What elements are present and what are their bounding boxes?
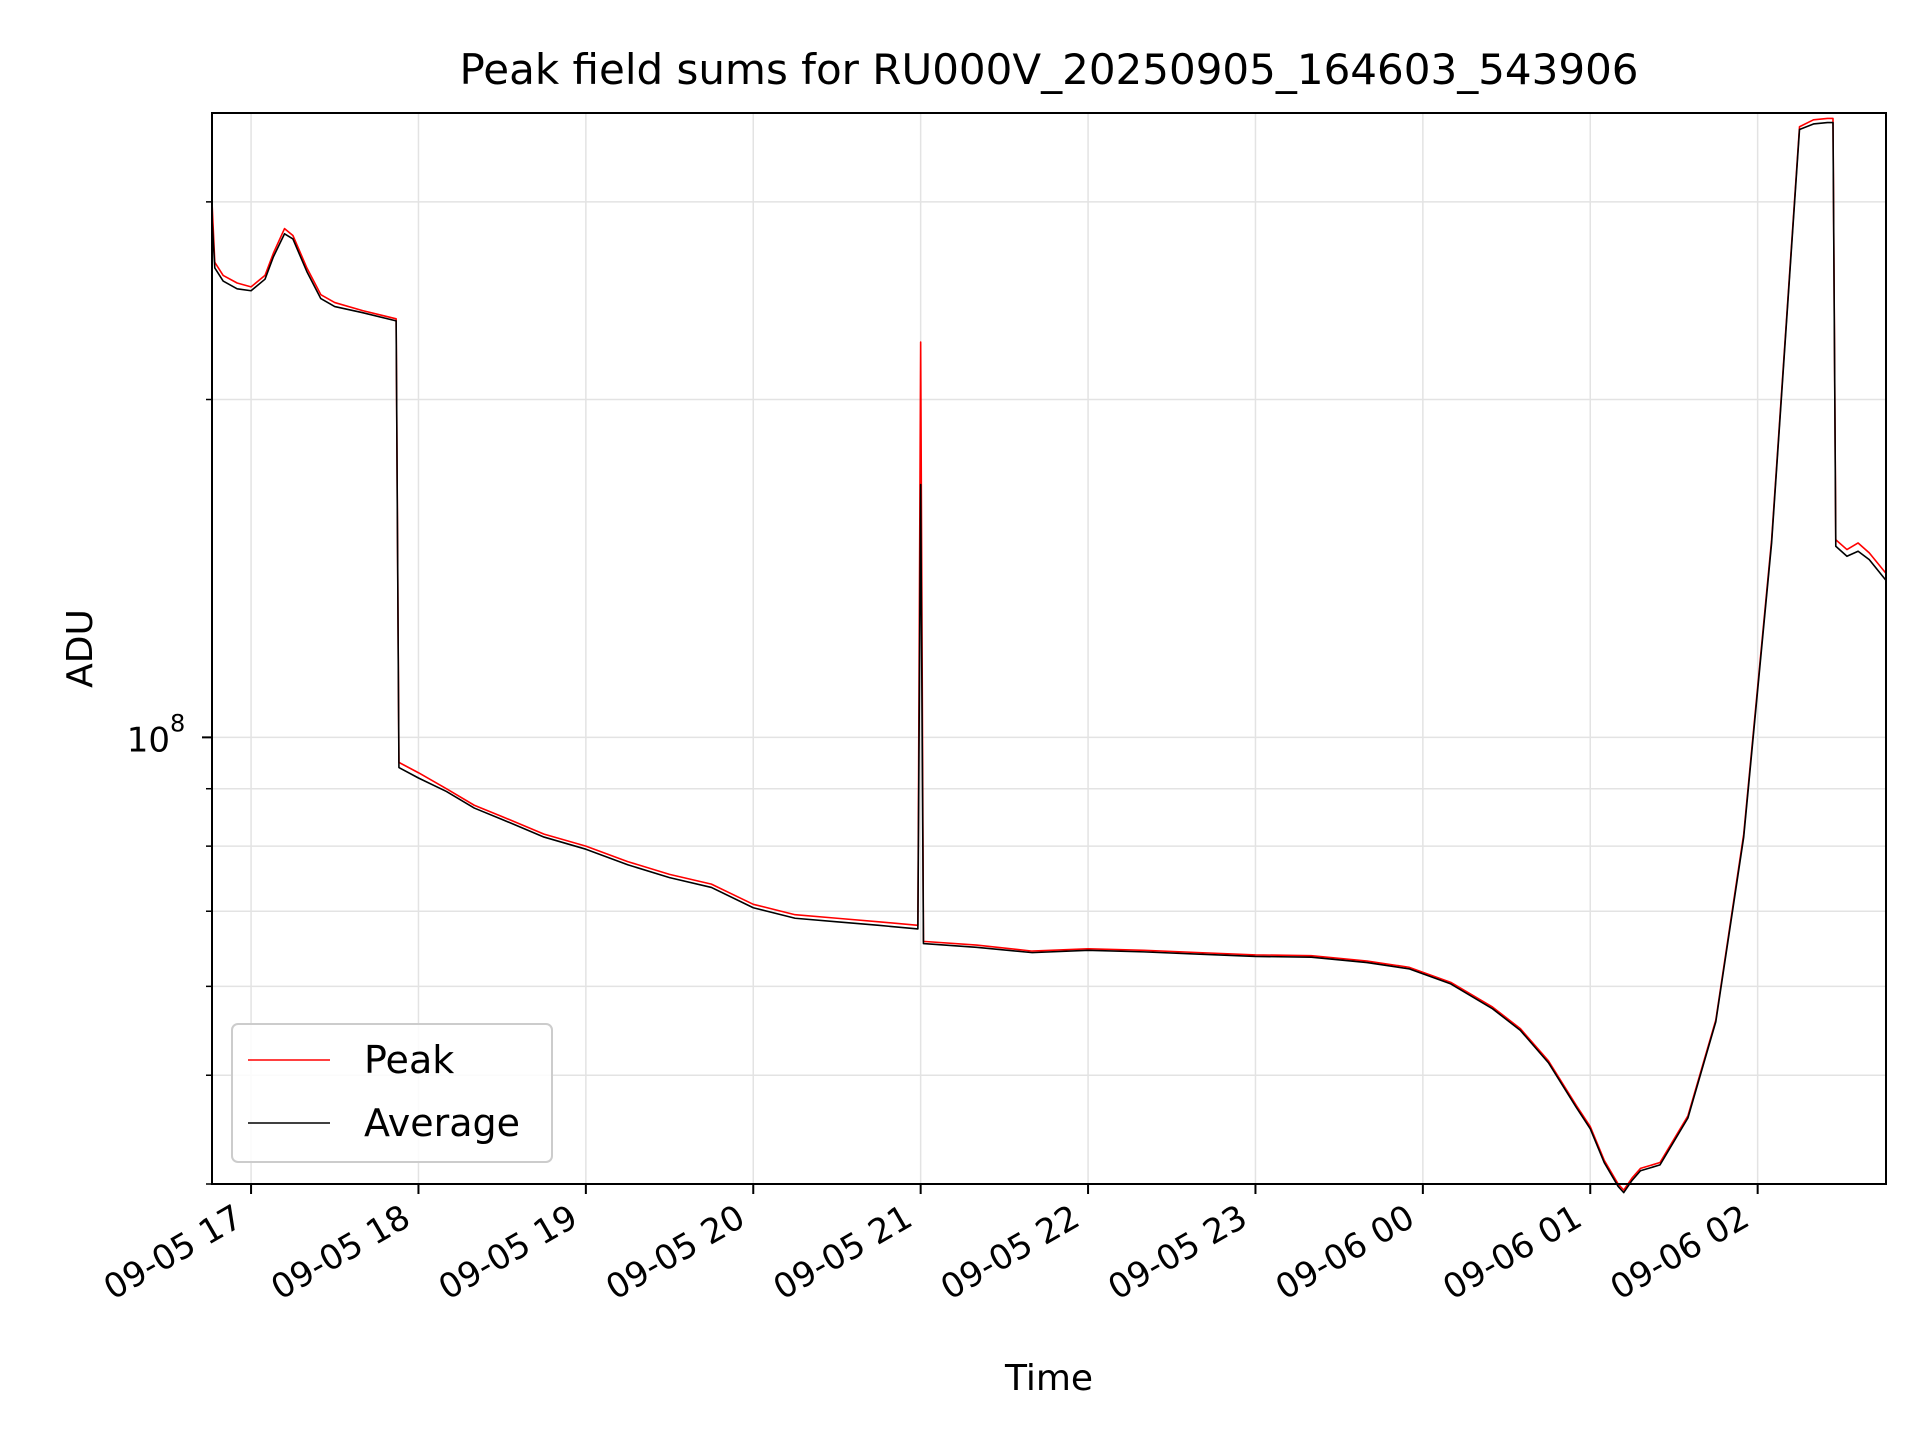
y-axis-label: ADU — [60, 609, 101, 688]
y-tick-label: 10 — [127, 720, 170, 760]
chart-title: Peak field sums for RU000V_20250905_1646… — [459, 45, 1638, 94]
y-tick-exponent: 8 — [170, 709, 185, 737]
plot-area-frame — [211, 112, 1887, 1185]
legend-label-average: Average — [364, 1101, 520, 1145]
legend-label-peak: Peak — [364, 1038, 454, 1082]
y-tick-label-base: 10 — [127, 720, 170, 760]
x-axis-label: Time — [1004, 1358, 1093, 1399]
series-lines — [211, 117, 1887, 1194]
legend: Peak Average — [231, 1023, 553, 1163]
legend-box — [231, 1023, 553, 1163]
series-line-average — [211, 121, 1887, 1194]
